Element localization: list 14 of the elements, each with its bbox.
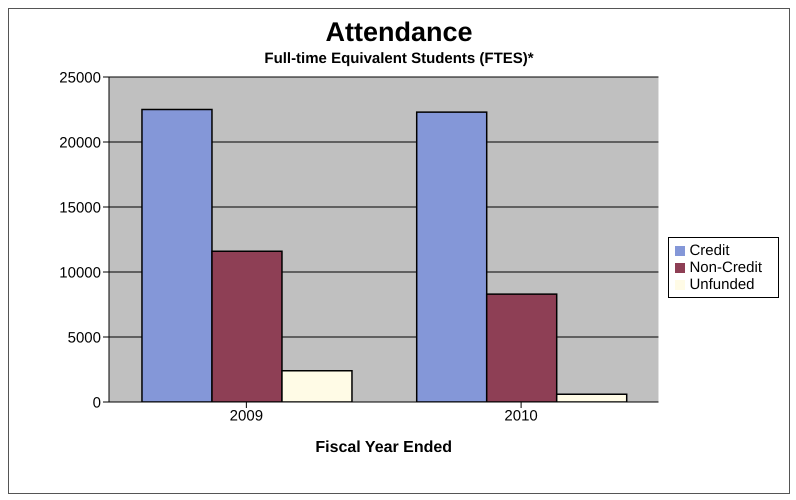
legend-label: Credit (689, 242, 730, 258)
legend-label: Non-Credit (689, 258, 762, 276)
y-tick-label: 20000 (59, 134, 101, 152)
y-tick-label: 10000 (59, 264, 101, 282)
x-axis-title: Fiscal Year Ended (315, 439, 452, 456)
y-tick-label: 15000 (59, 199, 101, 216)
y-tick-label: 25000 (59, 69, 101, 86)
x-tick-label: 2010 (504, 408, 538, 425)
y-tick-label: 0 (92, 394, 101, 412)
chart-subtitle: Full-time Equivalent Students (FTES)* (263, 50, 535, 67)
x-tick-label: 2009 (230, 408, 264, 425)
legend-label: Unfunded (689, 276, 755, 292)
chart-title: Attendance (324, 17, 474, 48)
y-tick-label: 5000 (68, 329, 101, 346)
